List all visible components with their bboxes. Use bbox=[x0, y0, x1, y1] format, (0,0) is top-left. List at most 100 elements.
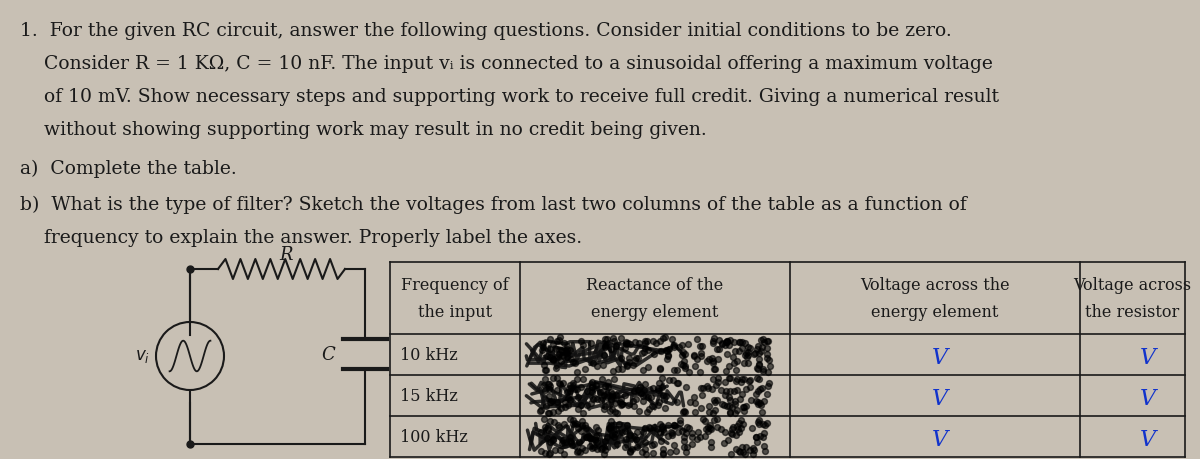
Point bbox=[730, 447, 749, 454]
Point bbox=[674, 357, 694, 364]
Point bbox=[727, 406, 746, 414]
Point bbox=[727, 445, 746, 452]
Text: b)  What is the type of filter? Sketch the voltages from last two columns of the: b) What is the type of filter? Sketch th… bbox=[20, 196, 967, 214]
Point bbox=[577, 402, 596, 409]
Point bbox=[725, 338, 744, 346]
Point bbox=[704, 397, 724, 404]
Point bbox=[683, 433, 702, 440]
Point bbox=[720, 336, 739, 344]
Point bbox=[599, 379, 618, 386]
Point bbox=[596, 342, 616, 349]
Point bbox=[588, 445, 607, 452]
Point bbox=[746, 433, 766, 441]
Point bbox=[636, 338, 655, 345]
Point bbox=[551, 358, 570, 365]
Point bbox=[700, 356, 719, 363]
Point bbox=[757, 345, 776, 352]
Point bbox=[672, 428, 691, 435]
Point bbox=[548, 354, 568, 361]
Point bbox=[535, 415, 554, 423]
Point bbox=[716, 339, 736, 346]
Point bbox=[613, 401, 632, 408]
Point bbox=[560, 433, 580, 441]
Point bbox=[598, 393, 617, 401]
Point bbox=[725, 401, 744, 408]
Point bbox=[708, 397, 727, 404]
Point bbox=[532, 448, 551, 455]
Point bbox=[734, 403, 754, 411]
Point bbox=[629, 387, 648, 394]
Point bbox=[553, 379, 572, 386]
Point bbox=[715, 428, 734, 436]
Point bbox=[727, 431, 746, 439]
Point bbox=[634, 349, 653, 356]
Point bbox=[553, 352, 572, 359]
Point bbox=[625, 432, 644, 440]
Point bbox=[733, 403, 752, 410]
Point bbox=[553, 437, 572, 444]
Point bbox=[680, 399, 700, 406]
Point bbox=[672, 360, 691, 368]
Point bbox=[577, 433, 596, 441]
Point bbox=[604, 376, 623, 383]
Point bbox=[720, 402, 739, 409]
Point bbox=[595, 446, 614, 453]
Point bbox=[643, 449, 662, 456]
Point bbox=[530, 408, 550, 415]
Point bbox=[560, 347, 580, 354]
Point bbox=[692, 343, 712, 350]
Point bbox=[544, 340, 563, 347]
Point bbox=[653, 375, 672, 382]
Point bbox=[594, 443, 613, 450]
Point bbox=[752, 343, 772, 351]
Point bbox=[703, 375, 722, 383]
Point bbox=[676, 408, 695, 415]
Point bbox=[540, 449, 559, 457]
Point bbox=[619, 354, 638, 362]
Point bbox=[572, 444, 592, 452]
Point bbox=[728, 425, 748, 432]
Point bbox=[718, 402, 737, 409]
Point bbox=[757, 354, 776, 362]
Point bbox=[617, 436, 636, 443]
Point bbox=[601, 423, 620, 431]
Point bbox=[660, 448, 679, 455]
Point bbox=[725, 387, 744, 395]
Point bbox=[617, 341, 636, 348]
Point bbox=[704, 335, 724, 342]
Point bbox=[708, 424, 727, 431]
Point bbox=[642, 441, 661, 448]
Point bbox=[565, 419, 584, 426]
Point bbox=[737, 350, 756, 357]
Point bbox=[722, 431, 742, 438]
Point bbox=[749, 342, 768, 350]
Point bbox=[595, 403, 614, 410]
Point bbox=[728, 428, 748, 436]
Point bbox=[568, 393, 587, 401]
Point bbox=[647, 425, 666, 433]
Point bbox=[654, 425, 673, 433]
Point bbox=[744, 350, 763, 358]
Point bbox=[602, 390, 622, 397]
Point bbox=[576, 425, 595, 432]
Point bbox=[755, 442, 774, 449]
Point bbox=[634, 392, 653, 400]
Point bbox=[720, 374, 739, 381]
Point bbox=[594, 351, 613, 358]
Point bbox=[544, 355, 563, 363]
Point bbox=[598, 434, 617, 441]
Point bbox=[706, 381, 725, 389]
Text: $v_i$: $v_i$ bbox=[134, 348, 150, 365]
Point bbox=[592, 445, 611, 453]
Point bbox=[674, 433, 694, 441]
Point bbox=[716, 368, 736, 375]
Point bbox=[720, 362, 739, 369]
Point bbox=[553, 439, 572, 447]
Point bbox=[557, 342, 576, 349]
Point bbox=[587, 432, 606, 440]
Point bbox=[742, 397, 761, 404]
Text: 1.  For the given RC circuit, answer the following questions. Consider initial c: 1. For the given RC circuit, answer the … bbox=[20, 22, 952, 40]
Point bbox=[650, 337, 670, 345]
Point bbox=[716, 387, 736, 395]
Point bbox=[667, 367, 686, 374]
